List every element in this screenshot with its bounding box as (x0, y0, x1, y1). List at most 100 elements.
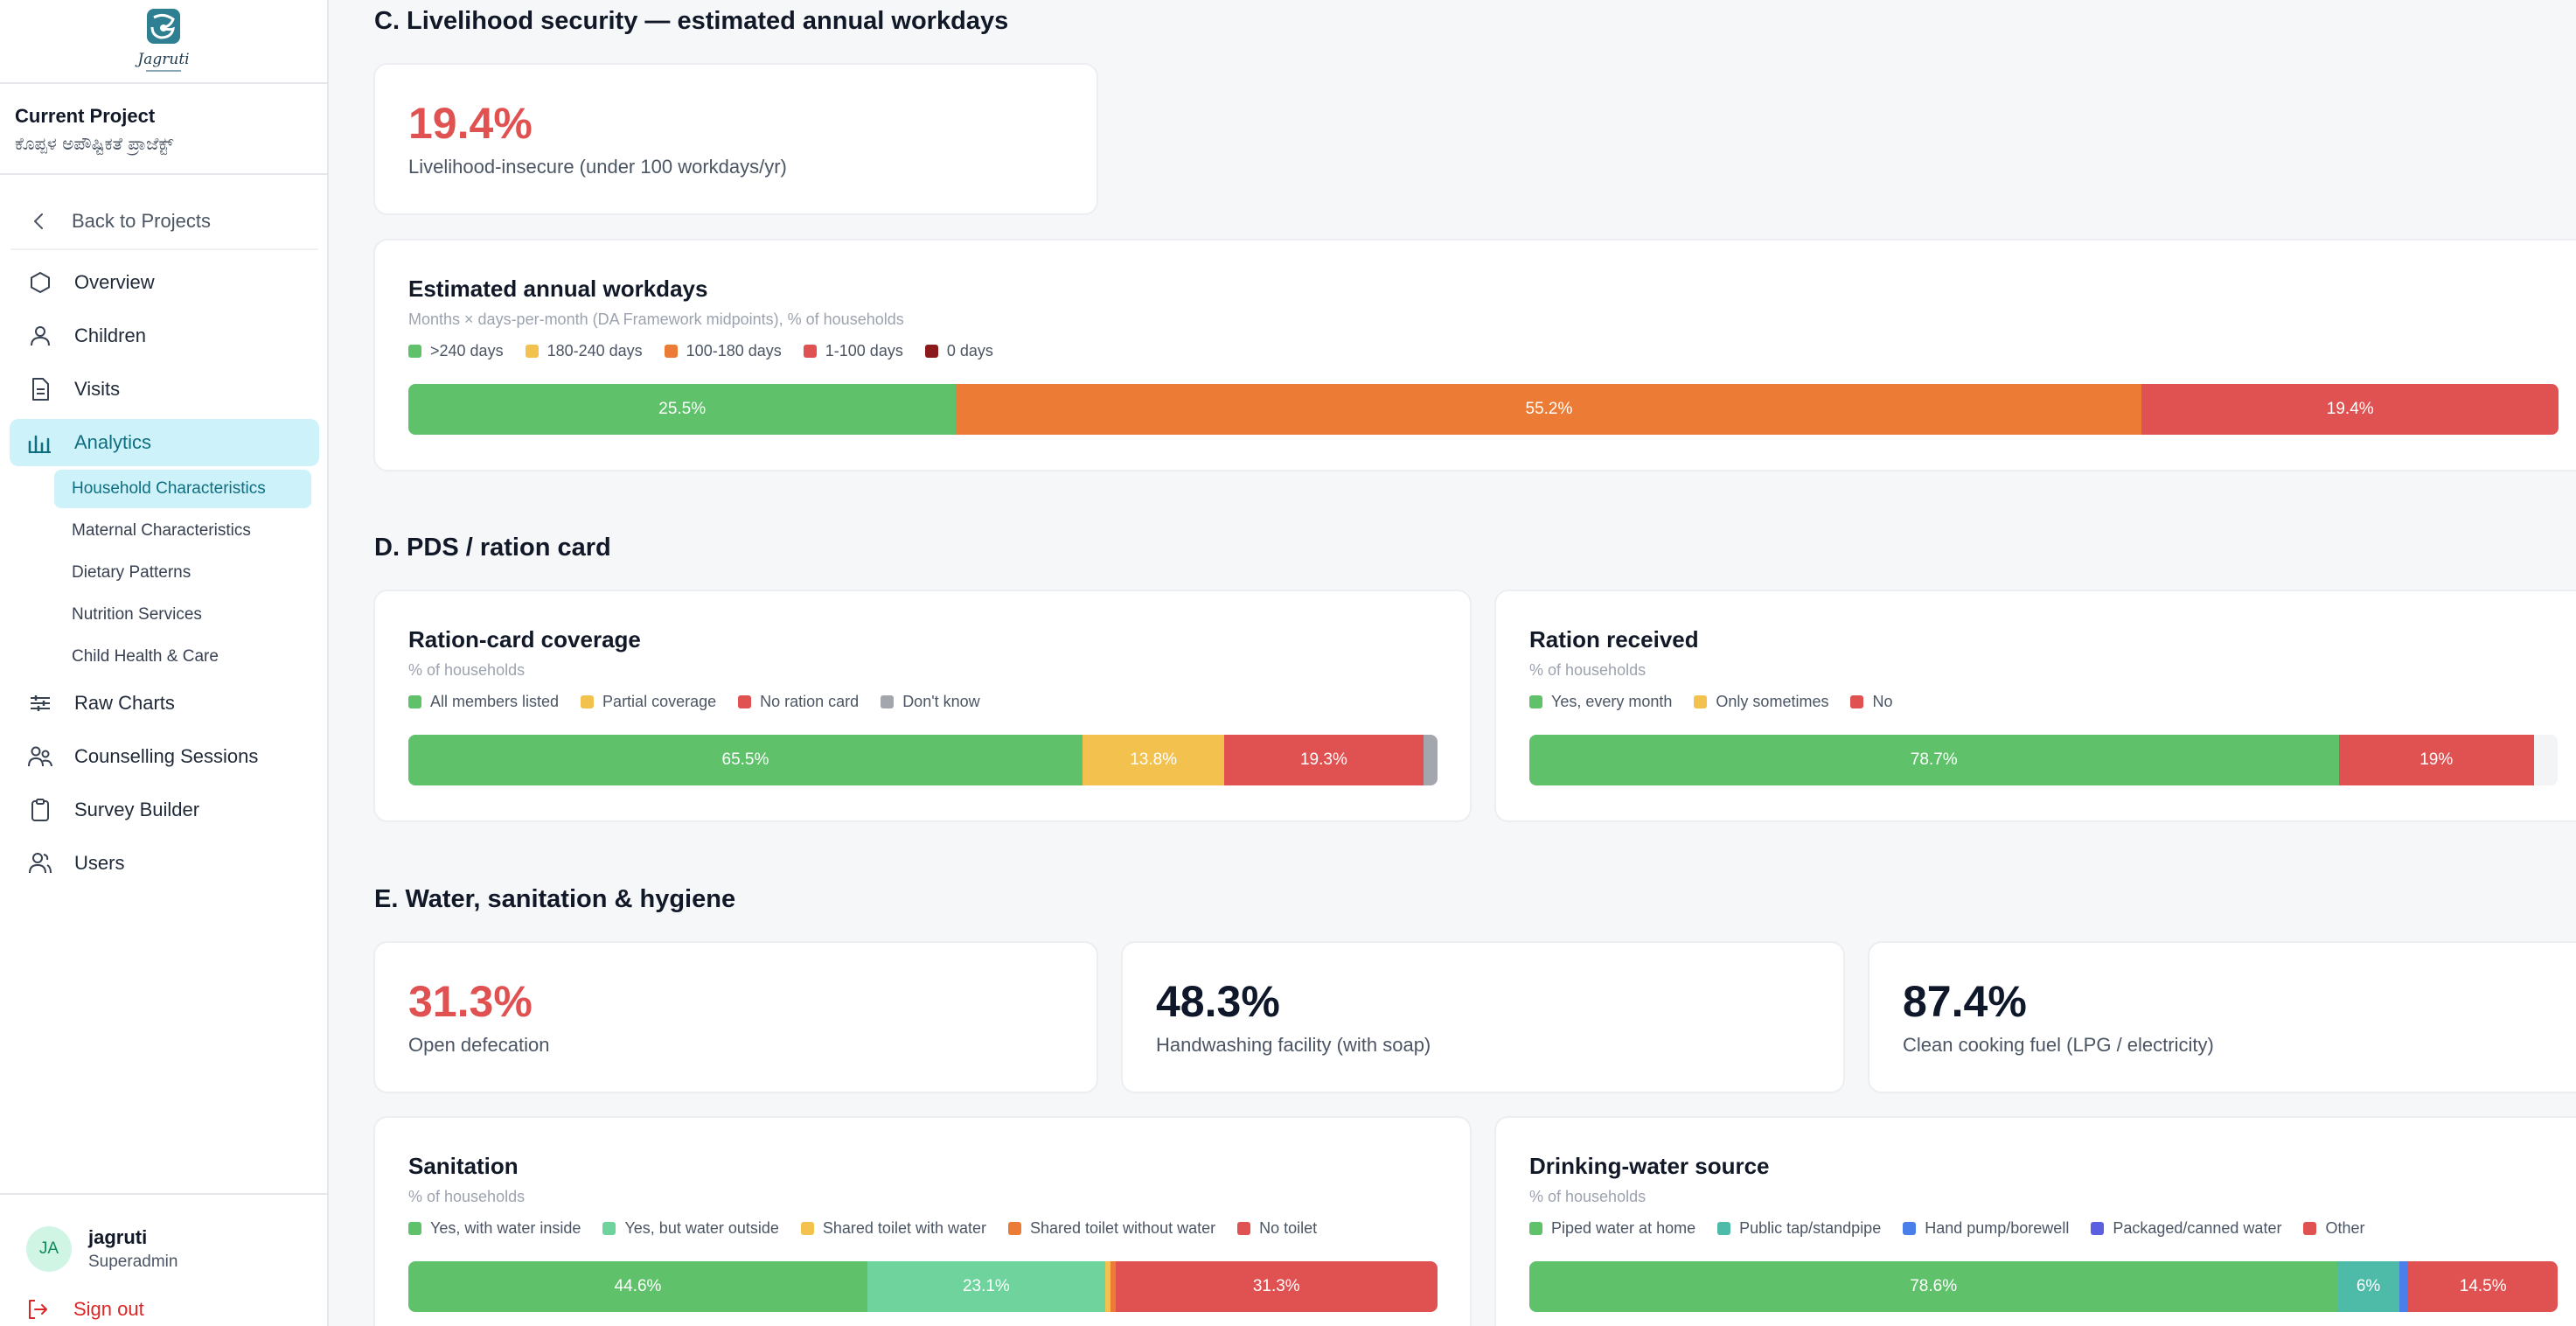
jagruti-logo-icon (147, 9, 180, 44)
user-group-icon (27, 850, 53, 876)
stacked-bar: 25.5% 55.2% 19.4% (408, 384, 2559, 435)
legend-label: No ration card (760, 693, 860, 710)
bar-segment[interactable]: 19% (2338, 735, 2534, 785)
stat-card-open-defecation: 31.3% Open defecation (373, 941, 1098, 1093)
chart-subtitle: Months × days-per-month (DA Framework mi… (408, 311, 904, 328)
bar-segment[interactable]: 25.5% (408, 384, 957, 435)
sidebar-item-visits[interactable]: Visits (10, 366, 319, 413)
legend-label: Packaged/canned water (2113, 1219, 2282, 1237)
analytics-icon (27, 429, 53, 456)
bar-segment[interactable]: 13.8% (1082, 735, 1225, 785)
logo-underline (146, 70, 181, 72)
legend-swatch (525, 345, 539, 358)
bar-segment[interactable] (1423, 735, 1438, 785)
sidebar: Jagruti Current Project ಕೊಪ್ಪಳ ಅಪೌಷ್ಟಿಕತ… (0, 0, 329, 1326)
legend-label: 0 days (946, 342, 993, 359)
avatar[interactable]: JA (26, 1226, 72, 1272)
stat-label: Open defecation (408, 1034, 550, 1056)
sidebar-item-label: Users (74, 852, 125, 874)
legend-label: Yes, every month (1551, 693, 1673, 710)
legend-item: Hand pump/borewell (1903, 1219, 2069, 1238)
bar-segment[interactable]: 65.5% (408, 735, 1083, 785)
sidebar-item-survey-builder[interactable]: Survey Builder (10, 786, 319, 834)
chart-icon (27, 690, 53, 716)
legend-label: All members listed (430, 693, 560, 710)
legend-item: Shared toilet without water (1007, 1219, 1215, 1238)
sign-out-icon (29, 1300, 47, 1319)
bar-segment[interactable]: 55.2% (956, 384, 2142, 435)
sidebar-item-label: Analytics (74, 431, 152, 453)
submenu-maternal-characteristics[interactable]: Maternal Characteristics (72, 521, 251, 540)
bar-segment[interactable]: 14.5% (2408, 1261, 2558, 1312)
legend-item: Packaged/canned water (2091, 1219, 2281, 1238)
submenu-dietary-patterns[interactable]: Dietary Patterns (72, 563, 191, 582)
sidebar-item-children[interactable]: Children (10, 312, 319, 359)
bar-segment[interactable]: 44.6% (408, 1261, 867, 1312)
legend-item: Shared toilet with water (800, 1219, 986, 1238)
legend-item: Partial coverage (581, 693, 716, 711)
sidebar-item-counselling-sessions[interactable]: Counselling Sessions (10, 733, 319, 780)
bar-segment[interactable]: 6% (2337, 1261, 2399, 1312)
legend-label: >240 days (430, 342, 504, 359)
bar-segment[interactable]: 78.6% (1529, 1261, 2338, 1312)
chart-subtitle: % of households (408, 661, 526, 679)
bar-segment[interactable]: 31.3% (1115, 1261, 1438, 1312)
user-name: jagruti (88, 1226, 148, 1248)
project-name: ಕೊಪ್ಪಳ ಅಪೌಷ್ಟಿಕತೆ ಪ್ರಾಜೆಕ್ಟ್ (15, 133, 174, 154)
stat-card-handwashing: 48.3% Handwashing facility (with soap) (1121, 941, 1845, 1093)
sign-out-button[interactable]: Sign out (26, 1298, 144, 1321)
legend-item: No toilet (1237, 1219, 1317, 1238)
sidebar-item-label: Raw Charts (74, 692, 175, 714)
legend-swatch (1850, 695, 1864, 708)
legend-swatch (408, 1222, 421, 1235)
bar-segment[interactable] (1104, 1261, 1110, 1312)
bar-segment[interactable]: 19.3% (1224, 735, 1424, 785)
legend-label: Yes, with water inside (430, 1219, 581, 1237)
legend-swatch (581, 695, 595, 708)
logo[interactable]: Jagruti (0, 0, 327, 84)
chart-card-workdays: Estimated annual workdays Months × days-… (373, 239, 2576, 471)
sidebar-item-users[interactable]: Users (10, 840, 319, 887)
stat-value: 87.4% (1903, 977, 2027, 1026)
legend-swatch (2303, 1222, 2317, 1235)
chart-title: Estimated annual workdays (408, 276, 708, 302)
bar-segment[interactable]: 19.4% (2141, 384, 2559, 435)
legend-swatch (408, 695, 421, 708)
stat-label: Handwashing facility (with soap) (1156, 1034, 1431, 1056)
legend-item: >240 days (408, 342, 504, 360)
legend-item: Only sometimes (1694, 693, 1828, 711)
bar-segment[interactable] (1110, 1261, 1116, 1312)
chart-title: Sanitation (408, 1153, 519, 1179)
chart-card-sanitation: Sanitation % of households Yes, with wat… (373, 1116, 1472, 1326)
legend-swatch (1529, 1222, 1542, 1235)
chart-legend: All members listed Partial coverage No rat… (408, 693, 1002, 711)
legend-label: Hand pump/borewell (1925, 1219, 2070, 1237)
legend-item: Don't know (881, 693, 980, 711)
legend-label: 100-180 days (686, 342, 782, 359)
chart-legend: Yes, every month Only sometimes No (1529, 693, 1914, 711)
sidebar-nav: Back to Projects Overview Children Visit… (0, 194, 329, 887)
sidebar-item-overview[interactable]: Overview (10, 259, 319, 306)
legend-label: 180-240 days (547, 342, 643, 359)
legend-item: Yes, with water inside (408, 1219, 581, 1238)
back-to-projects-link[interactable]: Back to Projects (10, 194, 318, 250)
bar-segment[interactable] (2398, 1261, 2409, 1312)
sidebar-item-raw-charts[interactable]: Raw Charts (10, 680, 319, 727)
stat-label: Clean cooking fuel (LPG / electricity) (1903, 1034, 2214, 1056)
analytics-submenu: Household Characteristics Maternal Chara… (0, 470, 329, 676)
stat-value: 31.3% (408, 977, 533, 1026)
legend-swatch (738, 695, 752, 708)
bar-segment[interactable]: 23.1% (867, 1261, 1105, 1312)
submenu-child-health-care[interactable]: Child Health & Care (72, 647, 219, 666)
sign-out-label: Sign out (73, 1298, 144, 1320)
bar-segment[interactable]: 78.7% (1529, 735, 2339, 785)
sidebar-item-analytics[interactable]: Analytics (10, 419, 319, 466)
legend-label: Piped water at home (1551, 1219, 1696, 1237)
legend-label: Other (2325, 1219, 2365, 1237)
stat-card-cooking-fuel: 87.4% Clean cooking fuel (LPG / electric… (1868, 941, 2576, 1093)
legend-item: Piped water at home (1529, 1219, 1695, 1238)
sidebar-item-label: Visits (74, 378, 121, 400)
submenu-nutrition-services[interactable]: Nutrition Services (72, 605, 202, 624)
section-d-title: D. PDS / ration card (374, 534, 611, 562)
submenu-household-characteristics[interactable]: Household Characteristics (54, 470, 311, 508)
